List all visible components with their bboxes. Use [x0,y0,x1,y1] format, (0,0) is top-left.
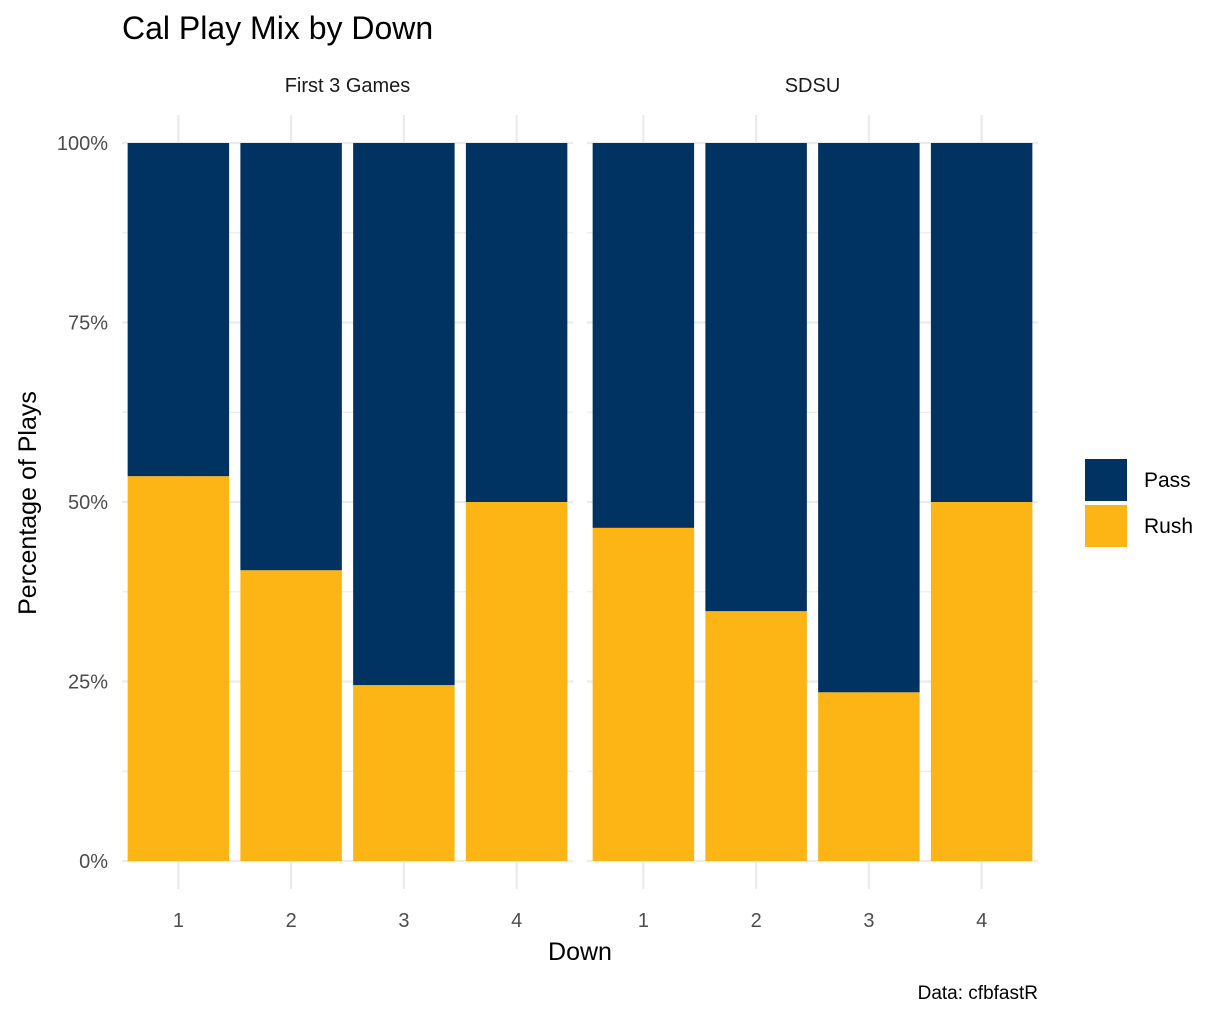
x-tick-label: 3 [863,910,874,932]
x-tick-label: 4 [511,910,522,932]
y-tick-label: 75% [68,313,108,335]
x-tick-label: 2 [286,910,297,932]
bar-rush-down-2 [240,570,342,861]
bar-pass-down-1 [127,143,230,477]
legend-swatch-rush [1085,505,1127,547]
bar-rush-down-3 [353,685,455,861]
legend-label-rush: Rush [1144,515,1193,538]
facet-label: SDSU [785,75,841,97]
bar-rush-down-1 [127,476,230,861]
bar-pass-down-4 [930,143,1033,502]
facet-panel: First 3 Games 1 2 3 4 [122,75,573,932]
facet-panel: SDSU 1 2 3 4 [587,75,1038,932]
y-tick-label: 50% [68,492,108,514]
bar-rush-down-4 [465,502,568,861]
panels: First 3 Games 1 2 3 4 SDSU 1 2 3 4 0% 25% 50% 75% 100% [57,75,1038,932]
bar-rush-down-2 [705,611,807,861]
x-axis-title: Down [548,938,612,966]
legend-swatch-pass [1085,459,1127,501]
bar-pass-down-4 [465,143,568,502]
x-tick-label: 1 [173,910,184,932]
x-tick-label: 4 [976,910,987,932]
y-axis-title: Percentage of Plays [14,391,42,615]
bar-pass-down-2 [705,143,807,612]
bar-pass-down-2 [240,143,342,571]
legend: Pass Rush [1085,459,1193,547]
y-tick-label: 0% [79,851,108,873]
legend-label-pass: Pass [1144,469,1191,492]
caption: Data: cfbfastR [918,983,1038,1004]
facet-label: First 3 Games [285,75,411,97]
bar-rush-down-3 [818,692,920,861]
chart-title: Cal Play Mix by Down [122,10,433,46]
bar-pass-down-1 [592,143,695,528]
bar-pass-down-3 [353,143,455,686]
bar-rush-down-4 [930,502,1033,861]
x-tick-label: 1 [638,910,649,932]
bar-pass-down-3 [818,143,920,693]
bar-rush-down-1 [592,527,695,861]
y-tick-label: 25% [68,672,108,694]
y-tick-label: 100% [57,133,108,155]
x-tick-label: 3 [398,910,409,932]
x-tick-label: 2 [751,910,762,932]
